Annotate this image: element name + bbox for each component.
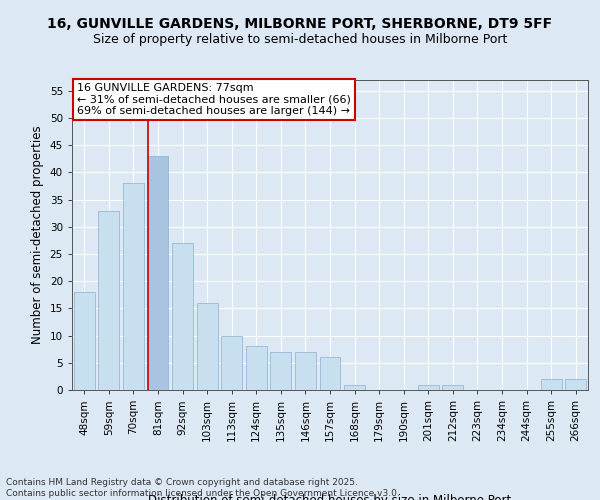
Text: Contains HM Land Registry data © Crown copyright and database right 2025.
Contai: Contains HM Land Registry data © Crown c… <box>6 478 400 498</box>
Bar <box>74 292 95 390</box>
X-axis label: Distribution of semi-detached houses by size in Milborne Port: Distribution of semi-detached houses by … <box>148 494 512 500</box>
Bar <box>172 243 193 390</box>
Bar <box>246 346 267 390</box>
Bar <box>541 379 562 390</box>
Bar <box>98 210 119 390</box>
Bar <box>320 358 340 390</box>
Text: 16 GUNVILLE GARDENS: 77sqm
← 31% of semi-detached houses are smaller (66)
69% of: 16 GUNVILLE GARDENS: 77sqm ← 31% of semi… <box>77 83 351 116</box>
Bar <box>565 379 586 390</box>
Bar <box>295 352 316 390</box>
Y-axis label: Number of semi-detached properties: Number of semi-detached properties <box>31 126 44 344</box>
Text: 16, GUNVILLE GARDENS, MILBORNE PORT, SHERBORNE, DT9 5FF: 16, GUNVILLE GARDENS, MILBORNE PORT, SHE… <box>47 18 553 32</box>
Bar <box>271 352 292 390</box>
Bar <box>221 336 242 390</box>
Bar <box>148 156 169 390</box>
Text: Size of property relative to semi-detached houses in Milborne Port: Size of property relative to semi-detach… <box>93 32 507 46</box>
Bar <box>197 303 218 390</box>
Bar <box>418 384 439 390</box>
Bar <box>442 384 463 390</box>
Bar <box>123 184 144 390</box>
Bar <box>344 384 365 390</box>
